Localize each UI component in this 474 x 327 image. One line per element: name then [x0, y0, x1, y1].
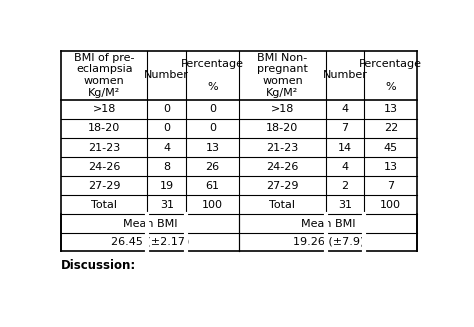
Text: 45: 45	[384, 143, 398, 152]
Text: Mean BMI: Mean BMI	[123, 218, 177, 229]
Text: 0: 0	[209, 104, 216, 114]
Text: 7: 7	[387, 181, 394, 191]
Text: 24-26: 24-26	[88, 162, 120, 172]
Text: Discussion:: Discussion:	[61, 259, 137, 272]
Text: Percentage

%: Percentage %	[181, 59, 244, 92]
Text: 0: 0	[209, 123, 216, 133]
Text: 100: 100	[202, 200, 223, 210]
Text: Number: Number	[322, 70, 367, 80]
Text: 27-29: 27-29	[266, 181, 299, 191]
Text: 7: 7	[341, 123, 348, 133]
Text: Total: Total	[91, 200, 117, 210]
Text: BMI Non-
pregnant
women
Kg/M²: BMI Non- pregnant women Kg/M²	[257, 53, 308, 97]
Text: 24-26: 24-26	[266, 162, 299, 172]
Text: 14: 14	[338, 143, 352, 152]
Text: >18: >18	[92, 104, 116, 114]
Text: Total: Total	[269, 200, 295, 210]
Text: 21-23: 21-23	[88, 143, 120, 152]
Text: 100: 100	[380, 200, 401, 210]
Text: BMI of pre-
eclampsia
women
Kg/M²: BMI of pre- eclampsia women Kg/M²	[74, 53, 135, 97]
Text: Mean BMI: Mean BMI	[301, 218, 356, 229]
Text: 22: 22	[383, 123, 398, 133]
Text: 18-20: 18-20	[88, 123, 120, 133]
Text: Percentage

%: Percentage %	[359, 59, 422, 92]
Text: 21-23: 21-23	[266, 143, 299, 152]
Text: 27-29: 27-29	[88, 181, 120, 191]
Text: 8: 8	[163, 162, 170, 172]
Text: 26: 26	[206, 162, 219, 172]
Text: 13: 13	[206, 143, 219, 152]
Text: 4: 4	[163, 143, 170, 152]
Text: 4: 4	[341, 104, 348, 114]
Text: 13: 13	[384, 104, 398, 114]
Text: 13: 13	[384, 162, 398, 172]
Text: 18-20: 18-20	[266, 123, 299, 133]
Text: 26.45 (±2.17): 26.45 (±2.17)	[111, 237, 189, 247]
Text: 0: 0	[163, 123, 170, 133]
Text: 19.26 (±7.9): 19.26 (±7.9)	[292, 237, 364, 247]
Text: 19: 19	[160, 181, 174, 191]
Text: 4: 4	[341, 162, 348, 172]
Text: 0: 0	[163, 104, 170, 114]
Text: 61: 61	[206, 181, 219, 191]
Text: 31: 31	[160, 200, 173, 210]
Text: 31: 31	[338, 200, 352, 210]
Text: >18: >18	[271, 104, 294, 114]
Text: Number: Number	[144, 70, 189, 80]
Text: 2: 2	[341, 181, 348, 191]
